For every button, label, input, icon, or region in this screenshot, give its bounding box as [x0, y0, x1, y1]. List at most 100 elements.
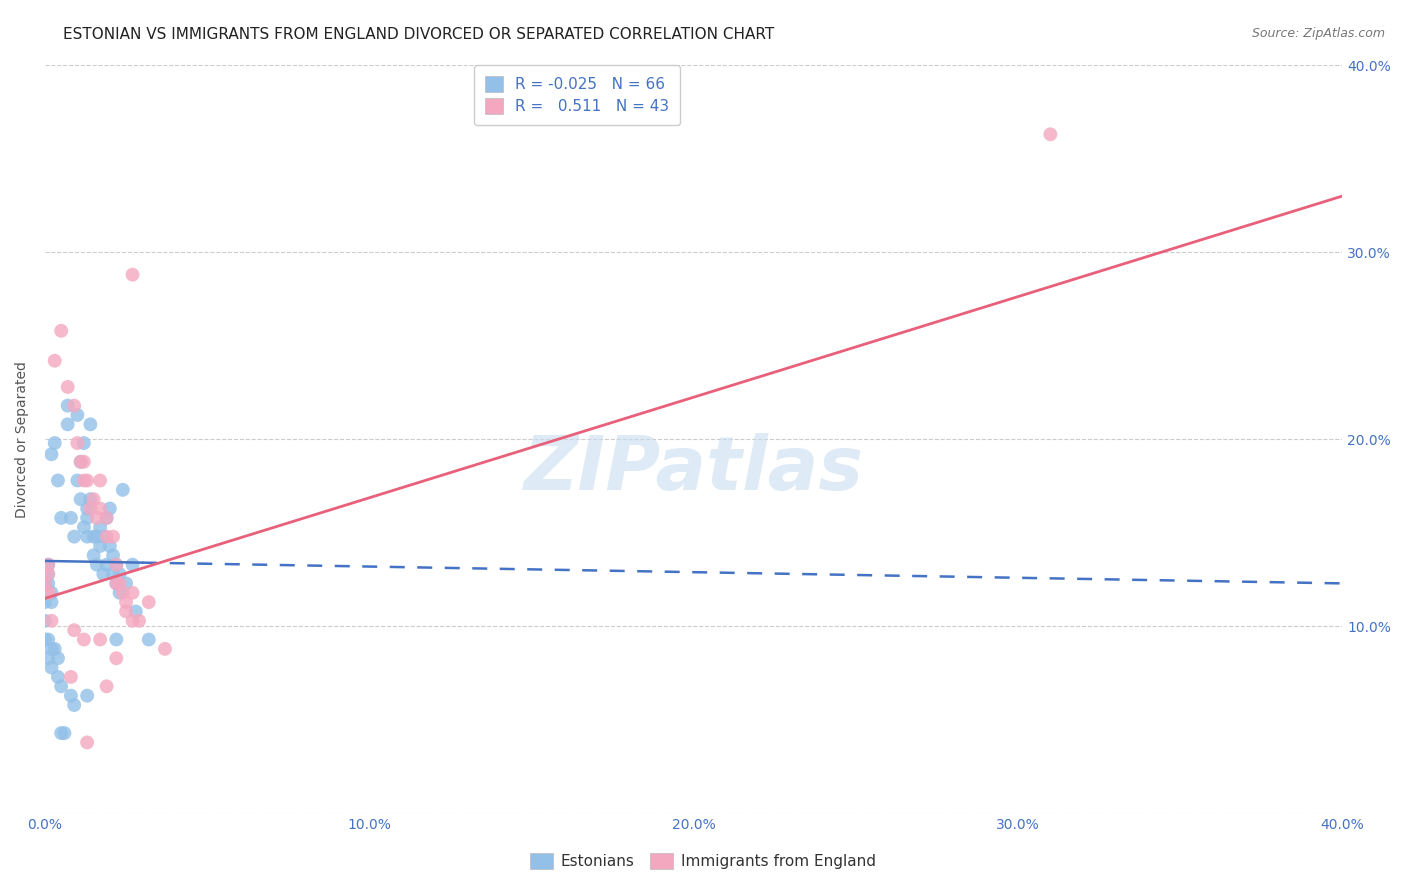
- Point: [51, 511, 73, 525]
- Legend: R = -0.025   N = 66, R =   0.511   N = 43: R = -0.025 N = 66, R = 0.511 N = 43: [474, 65, 681, 125]
- Point: [56, 380, 79, 394]
- Point: [86, 530, 108, 544]
- Point: [41, 614, 63, 628]
- Point: [56, 417, 79, 432]
- Point: [79, 492, 101, 507]
- Point: [41, 586, 63, 600]
- Point: [96, 511, 118, 525]
- Point: [121, 558, 143, 572]
- Point: [125, 604, 148, 618]
- Point: [86, 511, 108, 525]
- Point: [34, 576, 56, 591]
- Point: [79, 417, 101, 432]
- Point: [121, 268, 143, 282]
- Point: [73, 520, 96, 534]
- Text: ESTONIAN VS IMMIGRANTS FROM ENGLAND DIVORCED OR SEPARATED CORRELATION CHART: ESTONIAN VS IMMIGRANTS FROM ENGLAND DIVO…: [63, 27, 775, 42]
- Point: [89, 539, 111, 553]
- Point: [73, 436, 96, 450]
- Point: [96, 558, 118, 572]
- Point: [34, 614, 56, 628]
- Point: [96, 679, 118, 693]
- Point: [105, 576, 128, 591]
- Point: [53, 726, 76, 740]
- Point: [76, 474, 98, 488]
- Point: [83, 530, 105, 544]
- Point: [101, 530, 124, 544]
- Point: [59, 511, 82, 525]
- Point: [37, 586, 59, 600]
- Point: [111, 586, 134, 600]
- Point: [89, 501, 111, 516]
- Point: [108, 586, 131, 600]
- Point: [128, 614, 150, 628]
- Point: [34, 632, 56, 647]
- Point: [83, 492, 105, 507]
- Point: [63, 399, 86, 413]
- Point: [76, 689, 98, 703]
- Point: [138, 632, 160, 647]
- Point: [76, 735, 98, 749]
- Point: [44, 436, 66, 450]
- Point: [96, 530, 118, 544]
- Point: [46, 651, 69, 665]
- Point: [115, 576, 138, 591]
- Point: [89, 474, 111, 488]
- Point: [41, 641, 63, 656]
- Legend: Estonians, Immigrants from England: Estonians, Immigrants from England: [524, 847, 882, 875]
- Point: [153, 641, 176, 656]
- Point: [83, 549, 105, 563]
- Point: [37, 567, 59, 582]
- Point: [98, 539, 121, 553]
- Point: [76, 501, 98, 516]
- Point: [37, 651, 59, 665]
- Point: [41, 595, 63, 609]
- Point: [121, 586, 143, 600]
- Point: [101, 567, 124, 582]
- Point: [76, 530, 98, 544]
- Point: [96, 511, 118, 525]
- Point: [59, 689, 82, 703]
- Point: [66, 408, 89, 422]
- Point: [41, 660, 63, 674]
- Point: [69, 455, 91, 469]
- Point: [105, 651, 128, 665]
- Point: [89, 632, 111, 647]
- Point: [63, 623, 86, 637]
- Point: [37, 558, 59, 572]
- Point: [73, 455, 96, 469]
- Y-axis label: Divorced or Separated: Divorced or Separated: [15, 361, 30, 517]
- Point: [105, 558, 128, 572]
- Point: [73, 474, 96, 488]
- Point: [66, 436, 89, 450]
- Point: [108, 567, 131, 582]
- Point: [44, 353, 66, 368]
- Point: [69, 492, 91, 507]
- Point: [73, 632, 96, 647]
- Point: [51, 726, 73, 740]
- Point: [115, 595, 138, 609]
- Point: [93, 530, 115, 544]
- Point: [51, 679, 73, 693]
- Point: [37, 586, 59, 600]
- Point: [105, 632, 128, 647]
- Point: [93, 567, 115, 582]
- Point: [46, 670, 69, 684]
- Point: [34, 595, 56, 609]
- Point: [101, 549, 124, 563]
- Point: [37, 558, 59, 572]
- Point: [98, 501, 121, 516]
- Point: [56, 399, 79, 413]
- Point: [46, 474, 69, 488]
- Text: Source: ZipAtlas.com: Source: ZipAtlas.com: [1251, 27, 1385, 40]
- Point: [37, 576, 59, 591]
- Text: ZIPatlas: ZIPatlas: [523, 433, 863, 506]
- Point: [111, 483, 134, 497]
- Point: [63, 530, 86, 544]
- Point: [41, 447, 63, 461]
- Point: [51, 324, 73, 338]
- Point: [37, 632, 59, 647]
- Point: [63, 698, 86, 712]
- Point: [76, 511, 98, 525]
- Point: [37, 586, 59, 600]
- Point: [44, 641, 66, 656]
